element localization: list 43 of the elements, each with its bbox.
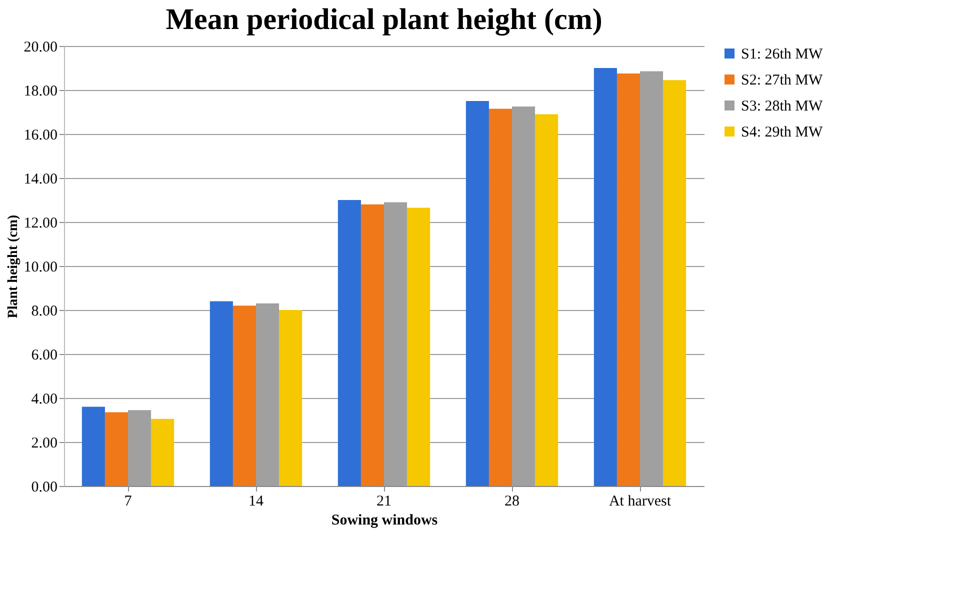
legend-label: S4: 29th MW [741,124,824,140]
bar [82,406,105,486]
bar [407,208,430,486]
bar [535,114,558,486]
x-tick-label: 28 [504,494,520,510]
bar [594,68,617,486]
y-tick-label: 20.00 [24,40,58,56]
bar [512,106,536,486]
legend-label: S3: 28th MW [741,98,824,114]
y-axis-title: Plant height (cm) [6,214,21,318]
y-tick-label: 8.00 [31,304,58,320]
bar [256,303,280,486]
y-tick-label: 0.00 [31,480,58,496]
bar [232,306,256,486]
bar [338,200,361,486]
bar [384,202,408,486]
legend-label: S1: 26th MW [741,46,824,62]
bar [616,74,640,486]
x-tick-label: 21 [376,494,392,510]
bar [640,71,664,486]
bar [151,418,174,486]
y-tick-label: 12.00 [24,216,58,232]
legend-label: S2: 27th MW [741,72,824,88]
y-tick-label: 10.00 [24,260,58,276]
x-tick-label: 7 [124,494,132,510]
x-axis-title: Sowing windows [331,512,438,528]
chart-title: Mean periodical plant height (cm) [166,3,602,36]
y-tick-label: 14.00 [24,172,58,188]
bar [488,108,512,486]
x-tick-label: At harvest [608,494,672,510]
bar [128,410,152,486]
y-tick-label: 18.00 [24,84,58,100]
y-tick-label: 16.00 [24,128,58,144]
x-tick-label: 14 [248,494,264,510]
bar [210,301,233,486]
y-tick-label: 6.00 [31,348,58,364]
bar [466,101,489,486]
y-tick-label: 4.00 [31,392,58,408]
bar [360,204,384,486]
y-tick-label: 2.00 [31,436,58,452]
bar [104,412,128,486]
bar [663,80,686,486]
bar [279,310,302,486]
